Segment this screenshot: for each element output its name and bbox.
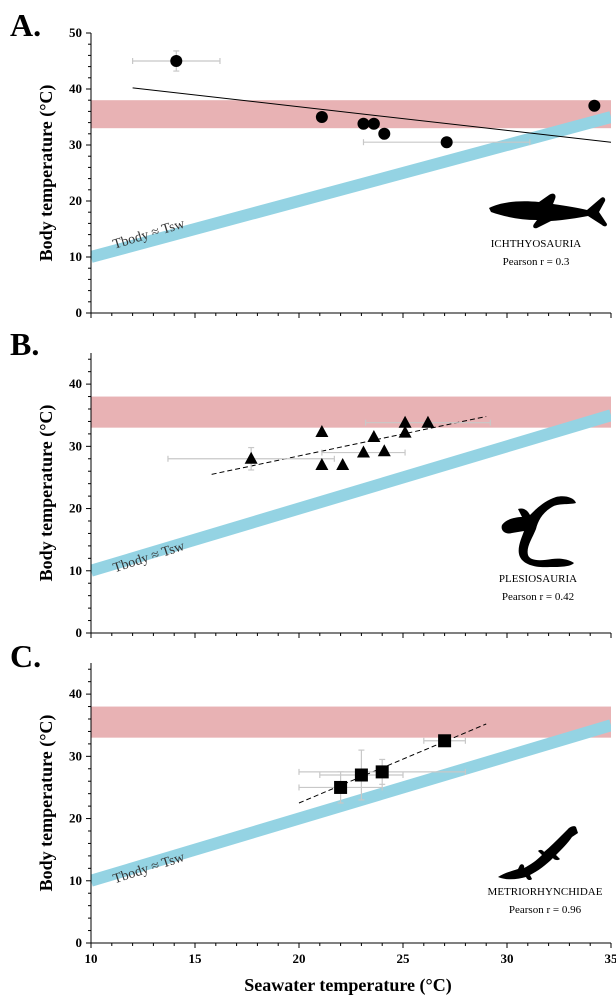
- ichthyosaur-silhouette-icon: [489, 193, 607, 229]
- panel-label: B.: [10, 326, 39, 362]
- data-point: [398, 415, 412, 428]
- panel-label: C.: [10, 638, 41, 674]
- data-point: [398, 425, 412, 438]
- x-axis-label: Seawater temperature (°C): [244, 975, 451, 996]
- data-point: [356, 445, 370, 458]
- y-tick-label: 40: [69, 686, 82, 701]
- trend-line: [211, 415, 487, 475]
- isotherm-label: Tbody ≈ Tsw: [111, 539, 187, 576]
- data-point: [357, 117, 370, 130]
- y-tick-label: 30: [69, 748, 82, 763]
- panel-label: A.: [10, 7, 41, 43]
- y-axis-label: Body temperature (°C): [36, 715, 57, 892]
- isotherm-label: Tbody ≈ Tsw: [111, 850, 187, 887]
- x-tick-label: 35: [605, 951, 616, 966]
- taxon-label: ICHTHYOSAURIA: [491, 238, 582, 250]
- data-point: [588, 99, 601, 112]
- data-point: [438, 734, 452, 748]
- y-tick-label: 40: [69, 81, 82, 96]
- plot-clip: [91, 396, 611, 577]
- data-point: [244, 451, 258, 464]
- pearson-label: Pearson r = 0.42: [502, 591, 574, 603]
- reference-band: [91, 100, 611, 129]
- reference-band: [91, 706, 611, 738]
- data-point: [354, 768, 368, 782]
- y-tick-label: 20: [69, 193, 82, 208]
- y-axis-label: Body temperature (°C): [36, 405, 57, 582]
- x-tick-label: 10: [85, 951, 98, 966]
- plesiosaur-silhouette-icon: [501, 496, 576, 568]
- data-point: [315, 111, 328, 123]
- y-tick-label: 0: [76, 935, 83, 950]
- plot-clip: [91, 87, 611, 263]
- data-point: [375, 765, 389, 779]
- panel-b: B. Tbody ≈ Tsw 0 10 20 30 40 Body temperature…: [10, 326, 612, 640]
- x-tick-label: 25: [397, 951, 411, 966]
- y-tick-label: 50: [69, 25, 82, 40]
- taxon-label: PLESIOSAURIA: [499, 573, 577, 585]
- isotherm-line: [91, 409, 611, 577]
- data-point: [440, 136, 453, 149]
- y-tick-label: 10: [69, 249, 82, 264]
- y-tick-label: 40: [69, 376, 82, 391]
- y-tick-label: 0: [76, 625, 83, 640]
- data-point: [378, 127, 391, 140]
- y-tick-label: 10: [69, 563, 82, 578]
- data-point: [421, 415, 435, 428]
- metriorhynchid-silhouette-icon: [498, 826, 578, 881]
- data-point: [336, 458, 350, 470]
- x-tick-label: 15: [189, 951, 203, 966]
- pearson-label: Pearson r = 0.96: [509, 904, 582, 916]
- y-axis-label: Body temperature (°C): [36, 85, 57, 262]
- data-point: [315, 425, 329, 438]
- trend-line: [132, 87, 611, 143]
- y-tick-label: 30: [69, 137, 82, 152]
- y-tick-label: 30: [69, 438, 82, 453]
- plot-area: Tbody ≈ Tsw 0 10 20 30 40: [69, 353, 612, 640]
- trend-line: [298, 723, 487, 804]
- isotherm-line: [91, 111, 611, 263]
- y-tick-label: 0: [76, 305, 83, 320]
- data-point: [170, 55, 183, 67]
- x-tick-label: 30: [501, 951, 514, 966]
- y-tick-label: 20: [69, 811, 82, 826]
- data-point: [334, 780, 348, 794]
- data-point: [367, 117, 380, 130]
- data-point: [367, 430, 381, 442]
- isotherm-line: [91, 719, 611, 887]
- y-tick-label: 10: [69, 873, 82, 888]
- data-point: [315, 458, 329, 470]
- reference-band: [91, 396, 611, 428]
- data-point: [377, 444, 391, 457]
- plot-clip: [91, 706, 611, 887]
- y-tick-label: 20: [69, 501, 82, 516]
- x-tick-label: 20: [293, 951, 306, 966]
- pearson-label: Pearson r = 0.3: [503, 256, 570, 268]
- taxon-label: METRIORHYNCHIDAE: [488, 886, 603, 898]
